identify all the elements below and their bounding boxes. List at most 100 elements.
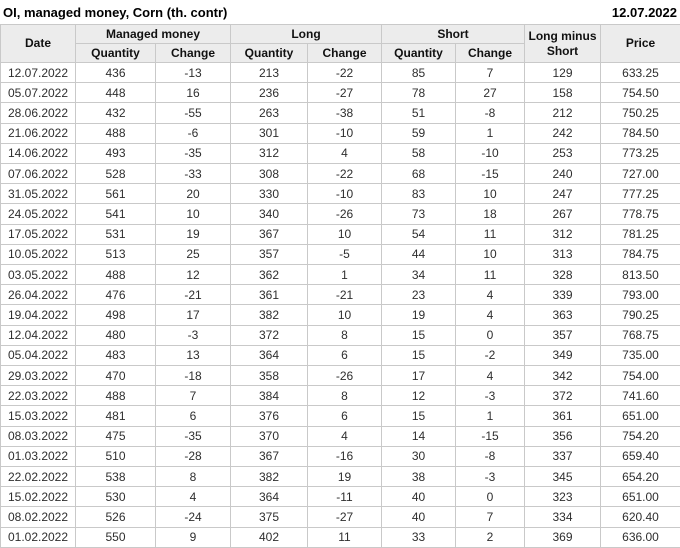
short-change-cell: 4 (455, 304, 526, 326)
price-cell: 659.40 (600, 445, 680, 468)
table-row: 14.06.2022 493 -35 312 4 58 -10 253 773.25 (0, 142, 680, 165)
price-cell: 651.00 (600, 486, 680, 508)
long-minus-short-cell: 356 (524, 425, 602, 447)
long-quantity-cell: 376 (230, 405, 308, 427)
short-quantity-cell: 40 (381, 506, 457, 528)
price-cell: 790.25 (600, 304, 680, 326)
managed-money-quantity-cell: 488 (75, 385, 156, 407)
date-cell: 05.04.2022 (0, 344, 76, 367)
short-change-cell: -15 (455, 425, 526, 447)
short-quantity-cell: 58 (381, 142, 457, 165)
table-row: 22.03.2022 488 7 384 8 12 -3 372 741.60 (0, 385, 680, 407)
price-cell: 777.25 (600, 183, 680, 205)
date-cell: 29.03.2022 (0, 365, 76, 387)
long-change-cell: -27 (306, 82, 383, 104)
long-minus-short-cell: 312 (524, 223, 602, 245)
col-header-date: Date (0, 24, 76, 63)
date-cell: 21.06.2022 (0, 122, 76, 144)
short-quantity-cell: 54 (381, 223, 457, 245)
managed-money-quantity-cell: 550 (75, 526, 156, 548)
long-minus-short-cell: 212 (524, 102, 602, 124)
managed-money-quantity-cell: 475 (75, 425, 156, 447)
date-cell: 28.06.2022 (0, 102, 76, 124)
date-cell: 19.04.2022 (0, 304, 76, 326)
price-cell: 750.25 (600, 102, 680, 124)
long-minus-short-cell: 357 (524, 324, 602, 346)
short-quantity-cell: 14 (381, 425, 457, 447)
date-cell: 12.07.2022 (0, 61, 76, 84)
long-change-cell: -10 (306, 122, 383, 144)
table-header: Date Managed money Long Short Long minus… (0, 24, 680, 63)
col-header-price: Price (600, 24, 680, 63)
long-change-cell: 4 (306, 142, 383, 165)
long-minus-short-cell: 129 (524, 61, 602, 84)
short-change-cell: -15 (455, 163, 526, 185)
date-cell: 08.02.2022 (0, 506, 76, 528)
table-row: 12.04.2022 480 -3 372 8 15 0 357 768.75 (0, 324, 680, 346)
long-minus-short-cell: 349 (524, 344, 602, 367)
managed-money-quantity-cell: 483 (75, 344, 156, 367)
managed-money-change-cell: -35 (155, 425, 231, 447)
header-row-sub: Quantity Change Quantity Change Quantity… (1, 43, 680, 63)
managed-money-change-cell: -28 (155, 445, 231, 468)
short-quantity-cell: 73 (381, 203, 457, 225)
price-cell: 773.25 (600, 142, 680, 165)
table-row: 08.02.2022 526 -24 375 -27 40 7 334 620.40 (0, 506, 680, 528)
date-cell: 07.06.2022 (0, 163, 76, 185)
managed-money-change-cell: -21 (155, 284, 231, 306)
table-row: 15.02.2022 530 4 364 -11 40 0 323 651.00 (0, 486, 680, 508)
managed-money-change-cell: 13 (155, 344, 231, 367)
managed-money-change-cell: 10 (155, 203, 231, 225)
short-quantity-cell: 34 (381, 264, 457, 286)
long-change-cell: 8 (306, 385, 383, 407)
long-change-cell: 6 (306, 344, 383, 367)
managed-money-change-cell: -55 (155, 102, 231, 124)
long-change-cell: -27 (306, 506, 383, 528)
short-change-cell: 10 (455, 243, 526, 266)
managed-money-quantity-cell: 526 (75, 506, 156, 528)
col-group-long: Long (229, 24, 383, 44)
short-quantity-cell: 19 (381, 304, 457, 326)
long-change-cell: -22 (306, 61, 383, 84)
short-change-cell: 0 (455, 486, 526, 508)
long-minus-short-cell: 337 (524, 445, 602, 468)
managed-money-quantity-cell: 561 (75, 183, 156, 205)
date-cell: 17.05.2022 (0, 223, 76, 245)
long-quantity-cell: 358 (230, 365, 308, 387)
date-cell: 05.07.2022 (0, 82, 76, 104)
long-quantity-cell: 301 (230, 122, 308, 144)
long-quantity-cell: 361 (230, 284, 308, 306)
short-quantity-cell: 38 (381, 466, 457, 488)
managed-money-change-cell: 16 (155, 82, 231, 104)
long-quantity-cell: 308 (230, 163, 308, 185)
short-change-cell: 1 (455, 122, 526, 144)
long-quantity-cell: 364 (230, 344, 308, 367)
managed-money-quantity-cell: 480 (75, 324, 156, 346)
long-change-cell: 10 (306, 304, 383, 326)
long-minus-short-cell: 334 (524, 506, 602, 528)
short-quantity-cell: 59 (381, 122, 457, 144)
long-change-cell: -38 (306, 102, 383, 124)
price-cell: 636.00 (600, 526, 680, 548)
managed-money-quantity-cell: 530 (75, 486, 156, 508)
short-quantity-cell: 68 (381, 163, 457, 185)
long-quantity-cell: 402 (230, 526, 308, 548)
long-quantity-cell: 312 (230, 142, 308, 165)
managed-money-quantity-cell: 481 (75, 405, 156, 427)
long-change-cell: -16 (306, 445, 383, 468)
date-cell: 12.04.2022 (0, 324, 76, 346)
price-cell: 727.00 (600, 163, 680, 185)
long-change-cell: -26 (306, 365, 383, 387)
date-cell: 01.02.2022 (0, 526, 76, 548)
price-cell: 741.60 (600, 385, 680, 407)
long-quantity-cell: 263 (230, 102, 308, 124)
short-change-cell: 4 (455, 365, 526, 387)
short-quantity-cell: 15 (381, 405, 457, 427)
long-change-cell: 4 (306, 425, 383, 447)
long-change-cell: 8 (306, 324, 383, 346)
long-change-cell: 10 (306, 223, 383, 245)
long-quantity-cell: 370 (230, 425, 308, 447)
short-change-cell: -8 (455, 445, 526, 468)
short-quantity-cell: 40 (381, 486, 457, 508)
